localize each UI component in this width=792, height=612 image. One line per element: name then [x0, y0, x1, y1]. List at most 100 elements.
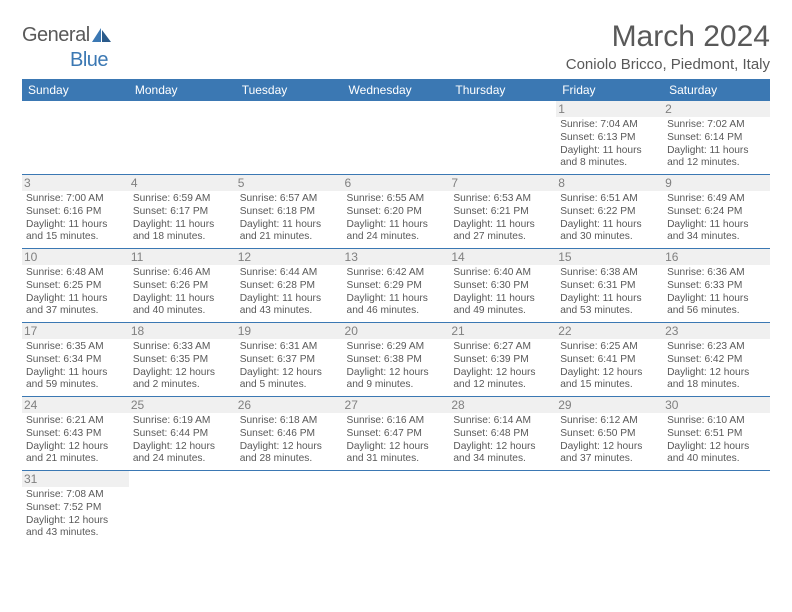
- day-number: 10: [22, 249, 129, 265]
- sunrise-line: Sunrise: 7:02 AM: [667, 119, 745, 130]
- sunset-line: Sunset: 6:34 PM: [26, 354, 101, 365]
- day-data: Sunrise: 6:16 AMSunset: 6:47 PMDaylight:…: [347, 415, 446, 466]
- sunrise-line: Sunrise: 6:55 AM: [347, 193, 425, 204]
- month-title: March 2024: [566, 20, 770, 54]
- calendar-cell: 11Sunrise: 6:46 AMSunset: 6:26 PMDayligh…: [129, 249, 236, 323]
- day-data: Sunrise: 6:19 AMSunset: 6:44 PMDaylight:…: [133, 415, 232, 466]
- day-number: 30: [663, 397, 770, 413]
- sail-icon: [92, 26, 112, 49]
- sunset-line: Sunset: 6:43 PM: [26, 428, 101, 439]
- day-number: 24: [22, 397, 129, 413]
- sunrise-line: Sunrise: 6:36 AM: [667, 267, 745, 278]
- daylight-line: Daylight: 12 hours and 5 minutes.: [240, 367, 322, 391]
- day-number: 13: [343, 249, 450, 265]
- day-data: Sunrise: 6:48 AMSunset: 6:25 PMDaylight:…: [26, 267, 125, 318]
- calendar-cell: [129, 101, 236, 175]
- calendar-cell: 30 Sunrise: 6:10 AMSunset: 6:51 PMDayligh…: [663, 397, 770, 471]
- sunrise-line: Sunrise: 6:18 AM: [240, 415, 318, 426]
- sunrise-line: Sunrise: 6:44 AM: [240, 267, 318, 278]
- day-number: 9: [663, 175, 770, 191]
- sunset-line: Sunset: 6:25 PM: [26, 280, 101, 291]
- calendar-cell: 17Sunrise: 6:35 AMSunset: 6:34 PMDayligh…: [22, 323, 129, 397]
- daylight-line: Daylight: 11 hours and 34 minutes.: [667, 219, 748, 243]
- calendar-cell: 15Sunrise: 6:38 AMSunset: 6:31 PMDayligh…: [556, 249, 663, 323]
- calendar-cell: 5Sunrise: 6:57 AMSunset: 6:18 PMDaylight…: [236, 175, 343, 249]
- sunrise-line: Sunrise: 6:21 AM: [26, 415, 104, 426]
- dayname: Friday: [556, 79, 663, 101]
- sunset-line: Sunset: 6:29 PM: [347, 280, 422, 291]
- calendar-cell: 16Sunrise: 6:36 AMSunset: 6:33 PMDayligh…: [663, 249, 770, 323]
- sunrise-line: Sunrise: 6:40 AM: [453, 267, 531, 278]
- sunrise-line: Sunrise: 6:31 AM: [240, 341, 318, 352]
- daylight-line: Daylight: 11 hours and 30 minutes.: [560, 219, 641, 243]
- day-number: 8: [556, 175, 663, 191]
- logo-text: GeneralBlue: [22, 24, 113, 72]
- sunrise-line: Sunrise: 6:19 AM: [133, 415, 211, 426]
- sunrise-line: Sunrise: 6:59 AM: [133, 193, 211, 204]
- day-data: Sunrise: 7:00 AMSunset: 6:16 PMDaylight:…: [26, 193, 125, 244]
- dayname: Monday: [129, 79, 236, 101]
- daylight-line: Daylight: 11 hours and 21 minutes.: [240, 219, 321, 243]
- sunset-line: Sunset: 6:33 PM: [667, 280, 742, 291]
- day-data: Sunrise: 6:46 AMSunset: 6:26 PMDaylight:…: [133, 267, 232, 318]
- day-data: Sunrise: 6:25 AMSunset: 6:41 PMDaylight:…: [560, 341, 659, 392]
- day-number: 3: [22, 175, 129, 191]
- sunset-line: Sunset: 6:22 PM: [560, 206, 635, 217]
- calendar-cell: 22Sunrise: 6:25 AMSunset: 6:41 PMDayligh…: [556, 323, 663, 397]
- day-number: 17: [22, 323, 129, 339]
- daylight-line: Daylight: 11 hours and 49 minutes.: [453, 293, 534, 317]
- day-data: Sunrise: 6:36 AMSunset: 6:33 PMDaylight:…: [667, 267, 766, 318]
- day-data: Sunrise: 6:31 AM Sunset: 6:37 PM Daylight:…: [240, 341, 339, 392]
- calendar-cell: 3 Sunrise: 7:00 AMSunset: 6:16 PMDaylight…: [22, 175, 129, 249]
- dayname: Sunday: [22, 79, 129, 101]
- sunrise-line: Sunrise: 6:46 AM: [133, 267, 211, 278]
- sunrise-line: Sunrise: 7:04 AM: [560, 119, 638, 130]
- day-data: Sunrise: 6:57 AMSunset: 6:18 PMDaylight:…: [240, 193, 339, 244]
- daylight-line: Daylight: 12 hours and 28 minutes.: [240, 441, 322, 465]
- calendar-cell: 12Sunrise: 6:44 AMSunset: 6:28 PMDayligh…: [236, 249, 343, 323]
- day-number: 25: [129, 397, 236, 413]
- calendar-week: 24 Sunrise: 6:21 AM Sunset: 6:43 PM Dayligh…: [22, 397, 770, 471]
- daylight-line: Daylight: 11 hours and 37 minutes.: [26, 293, 107, 317]
- day-number: 4: [129, 175, 236, 191]
- calendar-cell: [22, 101, 129, 175]
- daylight-line: Daylight: 11 hours and 27 minutes.: [453, 219, 534, 243]
- sunset-line: Sunset: 6:51 PM: [667, 428, 742, 439]
- day-number: 16: [663, 249, 770, 265]
- daylight-line: Daylight: 12 hours and 37 minutes.: [560, 441, 642, 465]
- day-number: 21: [449, 323, 556, 339]
- calendar-cell: 2Sunrise: 7:02 AMSunset: 6:14 PMDaylight…: [663, 101, 770, 175]
- sunset-line: Sunset: 6:13 PM: [560, 132, 635, 143]
- day-data: Sunrise: 6:59 AMSunset: 6:17 PMDaylight:…: [133, 193, 232, 244]
- calendar-cell: 18Sunrise: 6:33 AMSunset: 6:35 PMDayligh…: [129, 323, 236, 397]
- calendar-cell: 13Sunrise: 6:42 AMSunset: 6:29 PMDayligh…: [343, 249, 450, 323]
- sunset-line: Sunset: 6:20 PM: [347, 206, 422, 217]
- calendar-cell: 10 Sunrise: 6:48 AMSunset: 6:25 PMDayligh…: [22, 249, 129, 323]
- sunset-line: Sunset: 6:39 PM: [453, 354, 528, 365]
- calendar-cell: 26Sunrise: 6:18 AMSunset: 6:46 PMDayligh…: [236, 397, 343, 471]
- calendar-cell: 14Sunrise: 6:40 AMSunset: 6:30 PMDayligh…: [449, 249, 556, 323]
- day-data: Sunrise: 6:10 AMSunset: 6:51 PMDaylight:…: [667, 415, 766, 466]
- daylight-line: Daylight: 11 hours and 8 minutes.: [560, 145, 641, 169]
- calendar-cell: [343, 471, 450, 545]
- sunrise-line: Sunrise: 6:35 AM: [26, 341, 104, 352]
- day-data: Sunrise: 7:08 AMSunset: 7:52 PMDaylight:…: [26, 489, 125, 540]
- sunset-line: Sunset: 6:46 PM: [240, 428, 315, 439]
- header: GeneralBlue March 2024 Coniolo Bricco, P…: [22, 20, 770, 73]
- sunset-line: Sunset: 6:26 PM: [133, 280, 208, 291]
- day-number: 7: [449, 175, 556, 191]
- day-data: Sunrise: 6:49 AMSunset: 6:24 PMDaylight:…: [667, 193, 766, 244]
- calendar-cell: 1Sunrise: 7:04 AMSunset: 6:13 PMDaylight…: [556, 101, 663, 175]
- day-number: 18: [129, 323, 236, 339]
- sunset-line: Sunset: 6:37 PM: [240, 354, 315, 365]
- title-block: March 2024 Coniolo Bricco, Piedmont, Ita…: [566, 20, 770, 73]
- calendar-cell: 8Sunrise: 6:51 AMSunset: 6:22 PMDaylight…: [556, 175, 663, 249]
- sunset-line: Sunset: 6:41 PM: [560, 354, 635, 365]
- dayname-row: Sunday Monday Tuesday Wednesday Thursday…: [22, 79, 770, 101]
- calendar-cell: 19Sunrise: 6:31 AMSunset: 6:37 PMDayligh…: [236, 323, 343, 397]
- daylight-line: Daylight: 12 hours and 31 minutes.: [347, 441, 429, 465]
- calendar-cell: 28Sunrise: 6:14 AMSunset: 6:48 PMDayligh…: [449, 397, 556, 471]
- sunset-line: Sunset: 7:52 PM: [26, 502, 101, 513]
- sunset-line: Sunset: 6:14 PM: [667, 132, 742, 143]
- sunset-line: Sunset: 6:17 PM: [133, 206, 208, 217]
